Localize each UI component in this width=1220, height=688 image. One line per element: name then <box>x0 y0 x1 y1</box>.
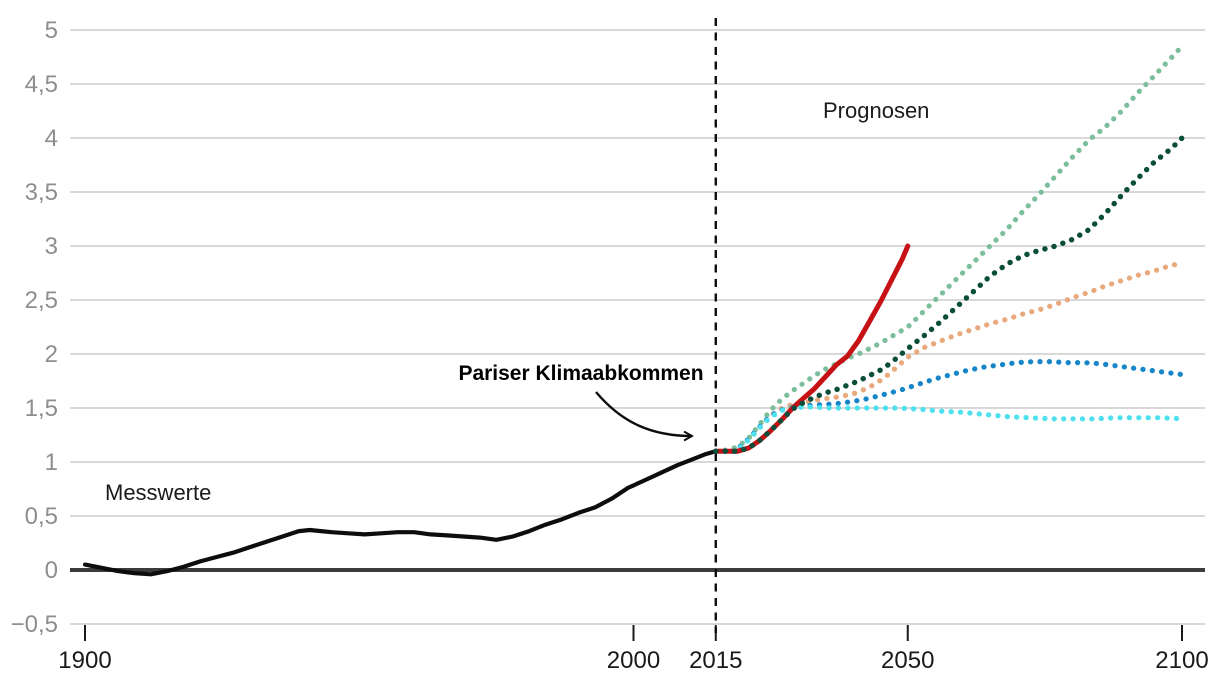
x-axis-ticks-labels: 1900 2000 2015 2050 2100 <box>58 625 1209 674</box>
series-line-prognose-dunkelgruen <box>713 135 1185 454</box>
series-line-prognose-orange <box>729 260 1185 454</box>
series-line-messwerte <box>82 449 718 577</box>
y-axis-tick-label: 4,5 <box>25 71 58 98</box>
series-line-prognose-cyan <box>729 404 1185 454</box>
series-line-prognose-rot <box>713 243 911 454</box>
y-axis-tick-label: 1 <box>45 449 58 476</box>
paris-agreement-annotation: Pariser Klimaabkommen <box>458 362 703 385</box>
y-axis-labels: 5 4,5 4 3,5 3 2,5 2 1,5 1 0,5 0 −0,5 <box>11 17 58 638</box>
x-axis-tick-label: 2050 <box>881 647 934 674</box>
series-line-prognose-hellgruen <box>713 43 1185 454</box>
x-axis-tick-label: 2015 <box>689 647 742 674</box>
data-series <box>82 43 1185 577</box>
y-axis-tick-label: 2 <box>45 341 58 368</box>
y-axis-tick-label: 5 <box>45 17 58 44</box>
forecast-series-label: Prognosen <box>823 98 929 123</box>
x-axis-tick-label: 2000 <box>607 647 660 674</box>
gridlines <box>70 29 1205 625</box>
y-axis-tick-label: 3 <box>45 233 58 260</box>
y-axis-tick-label: 4 <box>45 125 58 152</box>
y-axis-tick-label: 2,5 <box>25 287 58 314</box>
y-axis-tick-label: 0 <box>45 557 58 584</box>
x-axis-tick-label: 1900 <box>58 647 111 674</box>
y-axis-tick-label: 3,5 <box>25 179 58 206</box>
y-axis-tick-label: −0,5 <box>11 611 58 638</box>
measured-series-label: Messwerte <box>105 480 211 505</box>
y-axis-tick-label: 1,5 <box>25 395 58 422</box>
x-axis-tick-label: 2100 <box>1155 647 1208 674</box>
y-axis-tick-label: 0,5 <box>25 503 58 530</box>
annotation-arrow <box>595 391 692 436</box>
